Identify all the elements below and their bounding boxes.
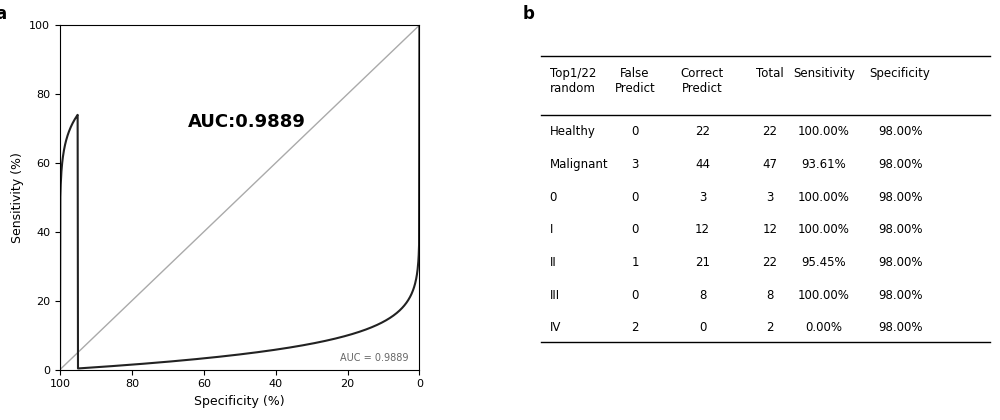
Text: 3: 3 xyxy=(699,191,706,204)
Text: IV: IV xyxy=(550,321,561,334)
Text: 98.00%: 98.00% xyxy=(878,125,922,138)
Text: 0.00%: 0.00% xyxy=(805,321,842,334)
Text: 98.00%: 98.00% xyxy=(878,191,922,204)
Text: 22: 22 xyxy=(762,256,777,269)
Text: 12: 12 xyxy=(695,223,710,236)
Text: Correct
Predict: Correct Predict xyxy=(681,66,724,94)
Text: Specificity: Specificity xyxy=(870,66,931,79)
Text: 98.00%: 98.00% xyxy=(878,223,922,236)
Text: 0: 0 xyxy=(550,191,557,204)
Text: 98.00%: 98.00% xyxy=(878,289,922,302)
Text: 93.61%: 93.61% xyxy=(801,158,846,171)
Text: 8: 8 xyxy=(699,289,706,302)
Text: 2: 2 xyxy=(631,321,639,334)
Text: 98.00%: 98.00% xyxy=(878,256,922,269)
Text: 0: 0 xyxy=(631,289,639,302)
Text: Total: Total xyxy=(756,66,784,79)
Text: III: III xyxy=(550,289,560,302)
Text: 12: 12 xyxy=(762,223,777,236)
Text: 21: 21 xyxy=(695,256,710,269)
Text: 98.00%: 98.00% xyxy=(878,321,922,334)
Text: 3: 3 xyxy=(766,191,774,204)
X-axis label: Specificity (%): Specificity (%) xyxy=(194,395,285,408)
Text: 98.00%: 98.00% xyxy=(878,158,922,171)
Text: 0: 0 xyxy=(631,191,639,204)
Text: AUC = 0.9889: AUC = 0.9889 xyxy=(340,353,409,363)
Text: Malignant: Malignant xyxy=(550,158,608,171)
Text: 0: 0 xyxy=(699,321,706,334)
Text: 3: 3 xyxy=(631,158,639,171)
Text: a: a xyxy=(0,5,6,23)
Text: 2: 2 xyxy=(766,321,774,334)
Text: 22: 22 xyxy=(695,125,710,138)
Text: Sensitivity: Sensitivity xyxy=(793,66,855,79)
Text: False
Predict: False Predict xyxy=(615,66,655,94)
Text: 47: 47 xyxy=(762,158,777,171)
Text: II: II xyxy=(550,256,556,269)
Text: 95.45%: 95.45% xyxy=(801,256,846,269)
Text: I: I xyxy=(550,223,553,236)
Text: AUC:0.9889: AUC:0.9889 xyxy=(188,113,306,131)
Text: Top1/22
random: Top1/22 random xyxy=(550,66,596,94)
Text: b: b xyxy=(523,5,535,23)
Text: 100.00%: 100.00% xyxy=(798,125,850,138)
Text: 8: 8 xyxy=(766,289,774,302)
Text: Healthy: Healthy xyxy=(550,125,596,138)
Text: 0: 0 xyxy=(631,125,639,138)
Text: 0: 0 xyxy=(631,223,639,236)
Text: 100.00%: 100.00% xyxy=(798,191,850,204)
Text: 100.00%: 100.00% xyxy=(798,289,850,302)
Text: 44: 44 xyxy=(695,158,710,171)
Text: 1: 1 xyxy=(631,256,639,269)
Y-axis label: Sensitivity (%): Sensitivity (%) xyxy=(11,152,24,243)
Text: 22: 22 xyxy=(762,125,777,138)
Text: 100.00%: 100.00% xyxy=(798,223,850,236)
